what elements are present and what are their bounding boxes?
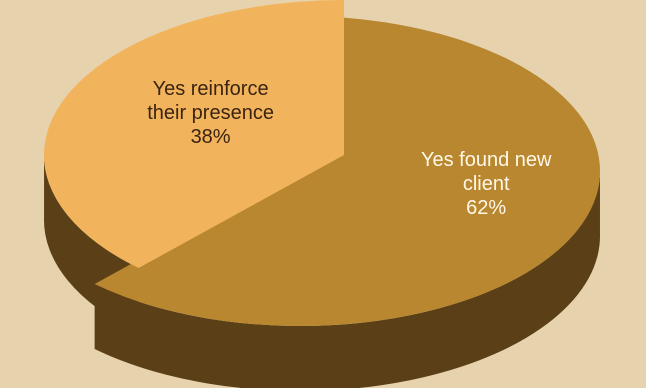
slice-category-label-1: Yes reinforce xyxy=(153,78,269,100)
slice-category-label-0: Yes found new xyxy=(421,149,552,171)
slice-percent-label-0: 62% xyxy=(466,197,506,219)
slice-category-label-1: their presence xyxy=(147,102,274,124)
slice-percent-label-1: 38% xyxy=(191,126,231,148)
slice-category-label-0: client xyxy=(463,173,510,195)
